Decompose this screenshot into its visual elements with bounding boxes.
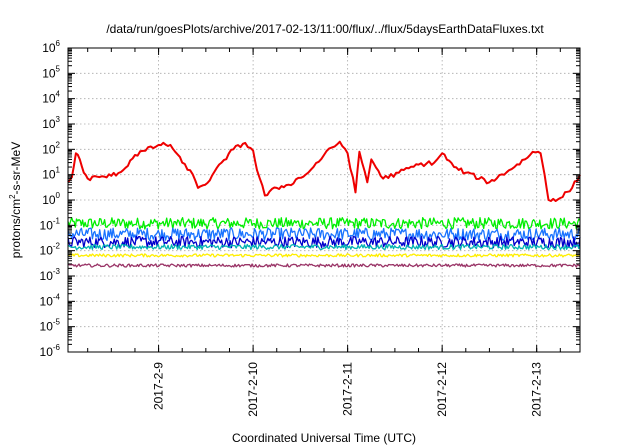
x-tick-label: 2017-2-12 [435,362,449,417]
y-tick-label: 106 [42,39,60,55]
y-tick-base: 10 [42,142,56,156]
y-axis-label-base: protons/cm [9,199,23,258]
x-axis-label: Coordinated Universal Time (UTC) [232,431,416,445]
series-line [67,227,581,242]
y-tick-exponent: 3 [56,115,61,124]
y-tick-exponent: 0 [56,191,61,200]
y-tick-base: 10 [42,168,56,182]
y-tick-label: 10-6 [40,343,61,359]
y-tick-label: 10-1 [40,216,61,232]
y-tick-label: 105 [42,64,60,80]
y-tick-label: 101 [42,166,60,182]
y-tick-exponent: 2 [56,140,61,149]
y-tick-exponent: -5 [53,318,61,327]
y-tick-exponent: 1 [56,166,61,175]
y-tick-exponent: 5 [56,64,61,73]
y-tick-exponent: 6 [56,39,61,48]
y-tick-exponent: -6 [53,343,61,352]
y-tick-exponent: 4 [56,90,61,99]
y-tick-base: 10 [40,244,54,258]
y-tick-base: 10 [40,345,54,359]
series-line [67,140,581,202]
series-line [67,253,581,258]
y-tick-base: 10 [42,193,56,207]
y-tick-label: 10-4 [40,292,61,308]
series-line [67,217,581,230]
y-tick-exponent: -4 [53,292,61,301]
y-tick-base: 10 [42,41,56,55]
grid-lines [68,48,580,352]
y-tick-exponent: -1 [53,216,61,225]
y-tick-exponent: -3 [53,267,61,276]
y-tick-base: 10 [40,294,54,308]
series-line [67,243,581,251]
y-tick-label: 103 [42,115,60,131]
y-tick-label: 100 [42,191,60,207]
y-tick-base: 10 [40,320,54,334]
y-tick-label: 10-3 [40,267,61,283]
y-axis-label-sup: 2 [8,194,17,199]
y-tick-exponent: -2 [53,242,61,251]
x-tick-label: 2017-2-13 [530,362,544,417]
series-line [67,263,581,268]
y-tick-base: 10 [40,218,54,232]
series-line [67,235,581,249]
x-tick-label: 2017-2-9 [152,362,166,410]
chart-title: /data/run/goesPlots/archive/2017-02-13/1… [106,22,544,36]
y-axis-label: protons/cm2-s-sr-MeV [8,142,23,258]
series-layer [67,140,581,268]
y-tick-labels: 10-610-510-410-310-210-11001011021031041… [40,39,61,359]
y-tick-base: 10 [42,117,56,131]
x-tick-labels: 2017-2-9 2017-2-10 2017-2-11 2017-2-12 2017-… [152,362,544,417]
x-tick-label: 2017-2-10 [246,362,260,417]
y-tick-base: 10 [40,269,54,283]
y-tick-base: 10 [42,66,56,80]
x-tick-label: 2017-2-11 [341,362,355,416]
y-tick-label: 102 [42,140,60,156]
y-axis-label-rest: -s-sr-MeV [9,142,23,195]
y-tick-base: 10 [42,92,56,106]
y-tick-label: 10-2 [40,242,61,258]
axis-ticks [68,47,580,353]
y-tick-label: 104 [42,90,60,106]
y-tick-label: 10-5 [40,318,61,334]
